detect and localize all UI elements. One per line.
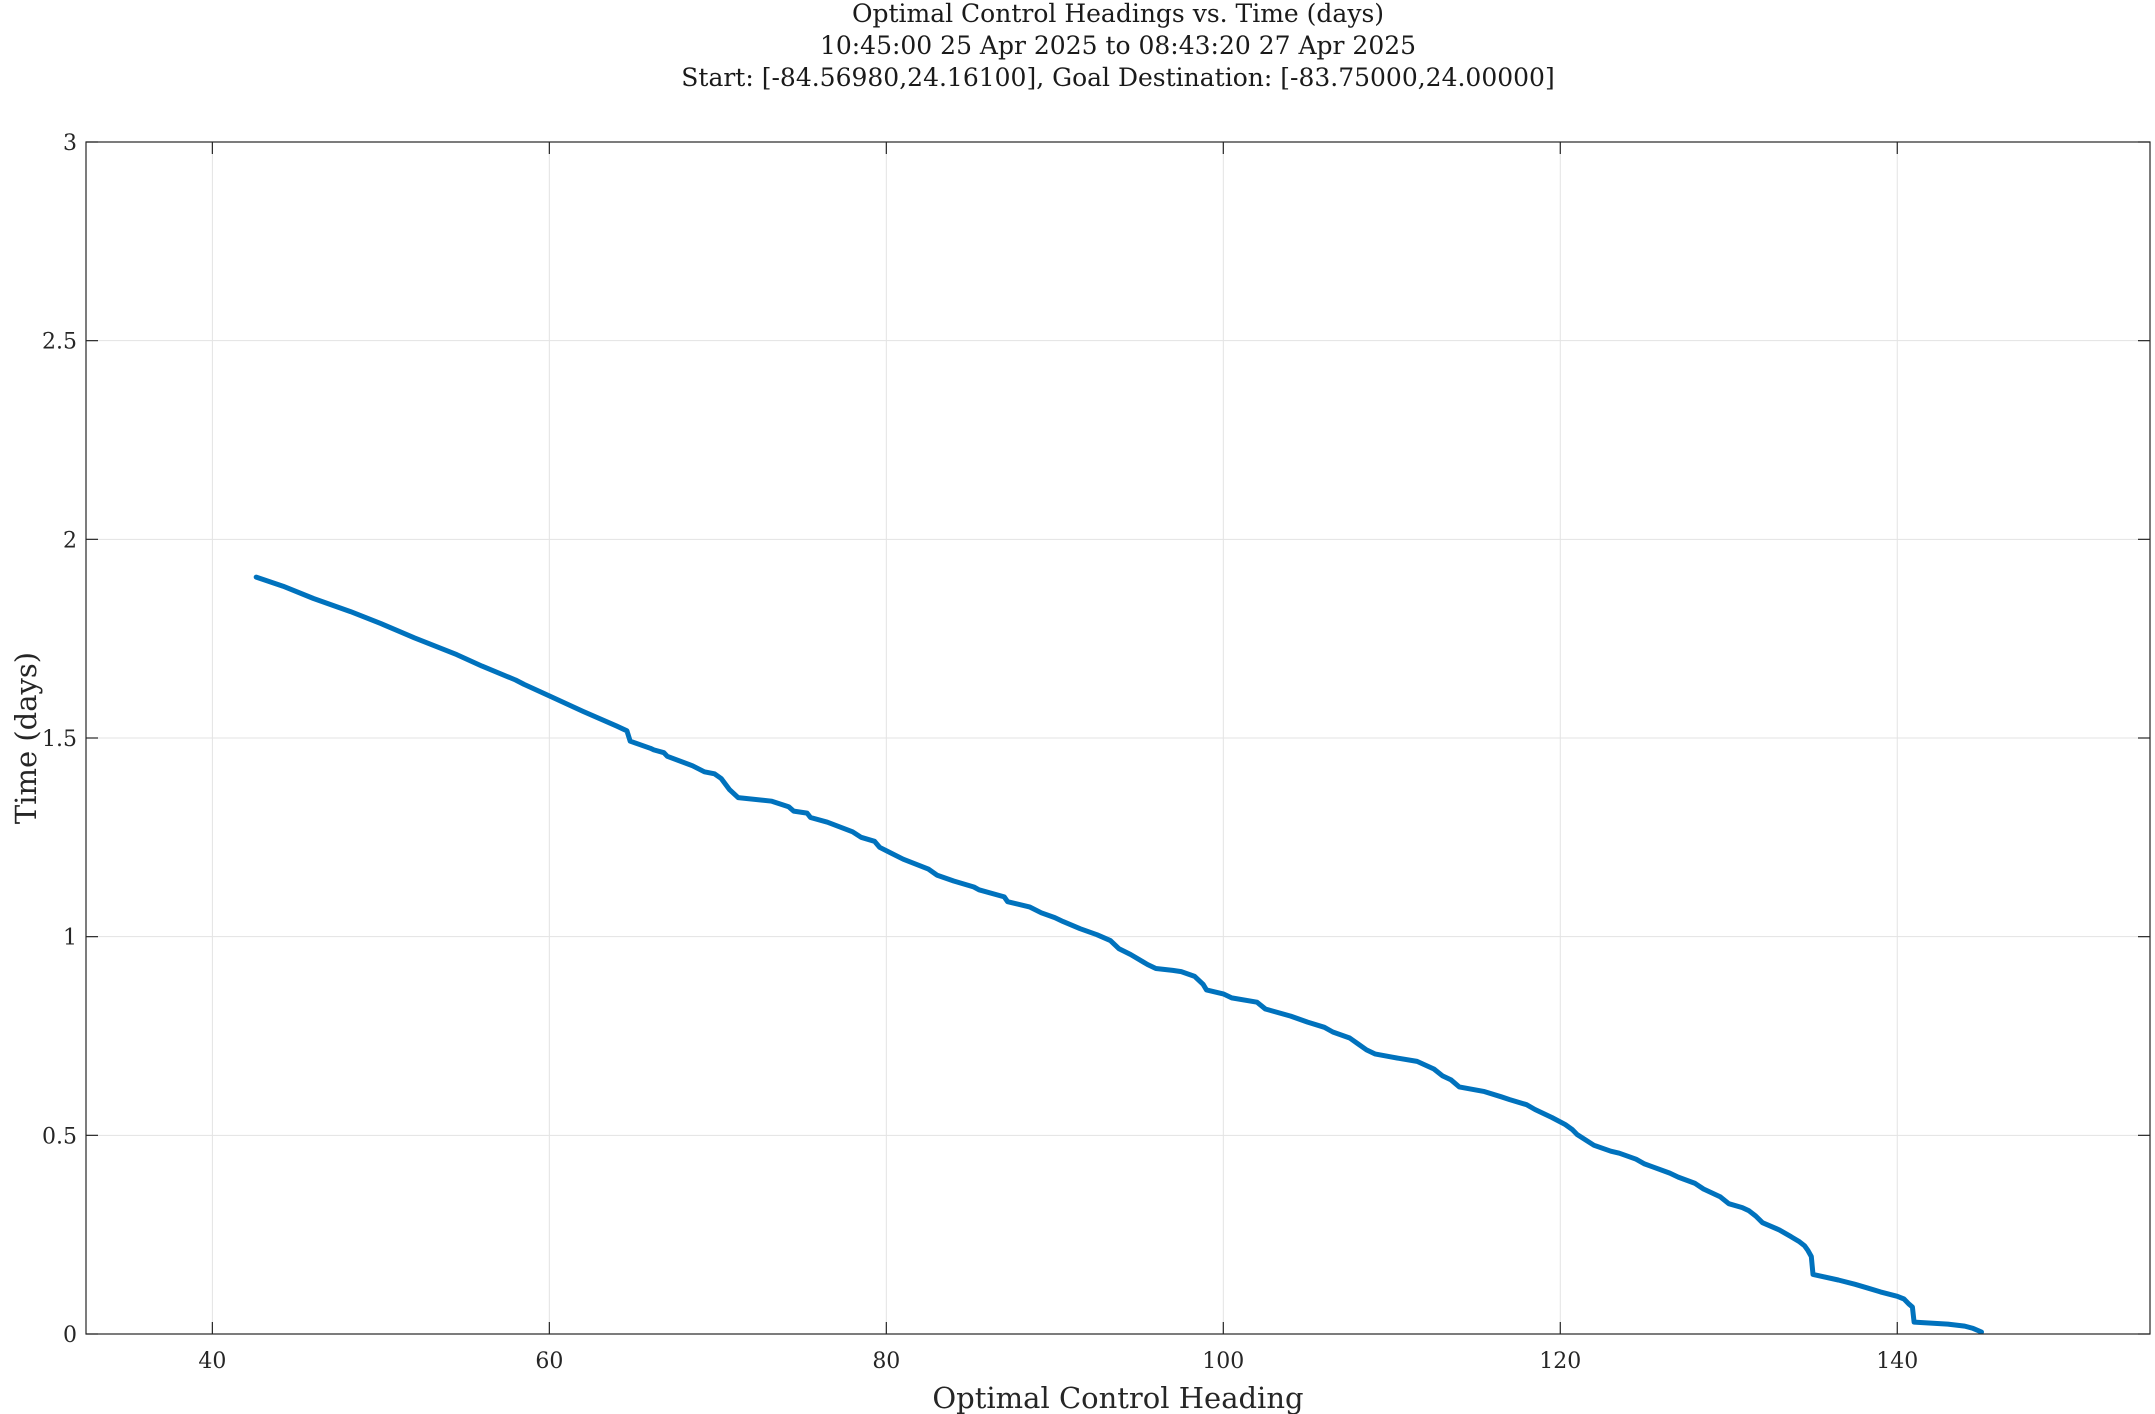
- y-tick-label: 3: [63, 131, 77, 156]
- x-axis: 40 60 80 100 120 140: [198, 142, 1918, 1374]
- x-tick-label: 40: [198, 1349, 226, 1374]
- y-tick-label: 2: [63, 528, 77, 553]
- x-tick-label: 60: [535, 1349, 563, 1374]
- title-line: 10:45:00 25 Apr 2025 to 08:43:20 27 Apr …: [820, 31, 1416, 60]
- x-tick-label: 100: [1202, 1349, 1244, 1374]
- title-line: Start: [-84.56980,24.16100], Goal Destin…: [681, 63, 1554, 92]
- series-layer: [253, 574, 1984, 1335]
- y-tick-label: 1: [63, 926, 77, 951]
- x-axis-label: Optimal Control Heading: [932, 1381, 1303, 1414]
- y-axis: 0 0.5 1 1.5 2 2.5 3: [42, 131, 2150, 1348]
- y-tick-label: 2.5: [42, 330, 77, 355]
- x-tick-label: 120: [1539, 1349, 1581, 1374]
- grid: [86, 142, 2150, 1334]
- y-tick-label: 1.5: [42, 727, 77, 752]
- series-line: [253, 574, 1984, 1335]
- y-axis-label: Time (days): [9, 652, 43, 824]
- y-tick-label: 0: [63, 1323, 77, 1348]
- x-tick-label: 140: [1876, 1349, 1918, 1374]
- chart-title: Optimal Control Headings vs. Time (days)…: [681, 0, 1554, 92]
- y-tick-label: 0.5: [42, 1124, 77, 1149]
- title-line: Optimal Control Headings vs. Time (days): [852, 0, 1384, 28]
- x-tick-label: 80: [872, 1349, 900, 1374]
